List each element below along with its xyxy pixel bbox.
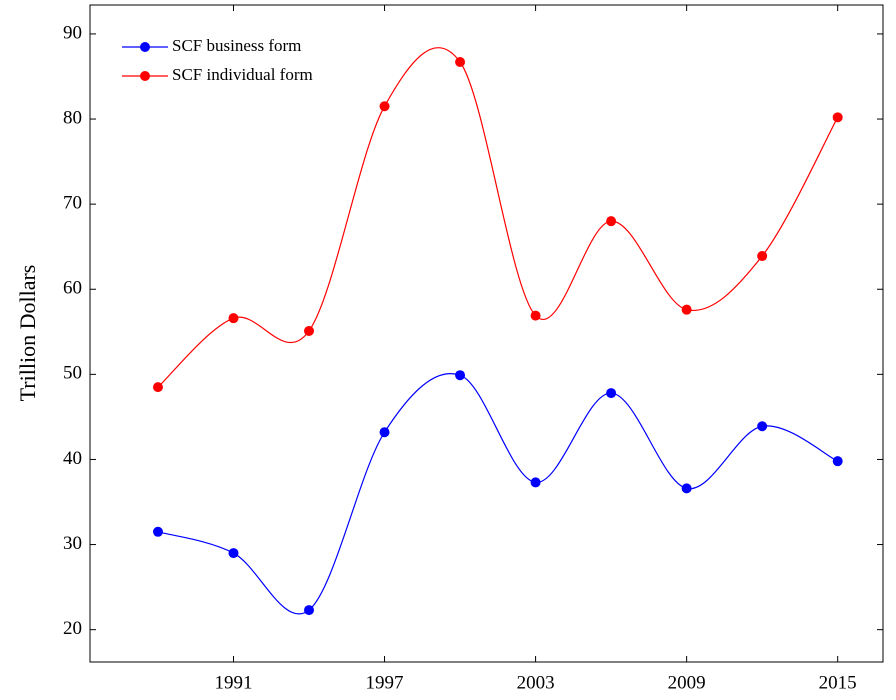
point — [606, 388, 617, 399]
y-tick-label: 60 — [63, 278, 82, 299]
legend-marker — [140, 71, 150, 81]
point — [304, 605, 315, 616]
y-tick-label: 80 — [63, 107, 82, 128]
point — [681, 304, 692, 315]
y-axis-label: Trillion Dollars — [15, 265, 40, 402]
legend-label: SCF business form — [172, 36, 301, 55]
series-line — [157, 47, 839, 388]
point — [152, 382, 163, 393]
point — [757, 421, 768, 432]
x-tick-label: 2003 — [517, 672, 555, 693]
series-line — [157, 373, 838, 615]
y-tick-label: 50 — [63, 363, 82, 384]
y-tick-label: 20 — [63, 618, 82, 639]
y-tick-label: 40 — [63, 448, 82, 469]
point — [455, 370, 466, 381]
legend-marker — [140, 42, 150, 52]
x-tick-label: 1991 — [214, 672, 252, 693]
point — [152, 526, 163, 537]
point — [530, 477, 541, 488]
plot-frame — [89, 4, 884, 663]
x-tick-label: 1997 — [366, 672, 404, 693]
point — [681, 483, 692, 494]
point — [304, 325, 315, 336]
y-tick-label: 90 — [63, 22, 82, 43]
point — [606, 216, 617, 227]
point — [757, 251, 768, 262]
point — [832, 456, 843, 467]
y-tick-label: 30 — [63, 533, 82, 554]
point — [455, 57, 466, 68]
legend-label: SCF individual form — [172, 65, 313, 84]
x-tick-label: 2015 — [819, 672, 857, 693]
x-tick-label: 2009 — [668, 672, 706, 693]
point — [379, 101, 390, 112]
point — [228, 313, 239, 324]
point — [832, 112, 843, 123]
point — [530, 310, 541, 321]
point — [228, 548, 239, 559]
y-tick-label: 70 — [63, 193, 82, 214]
point — [379, 427, 390, 438]
